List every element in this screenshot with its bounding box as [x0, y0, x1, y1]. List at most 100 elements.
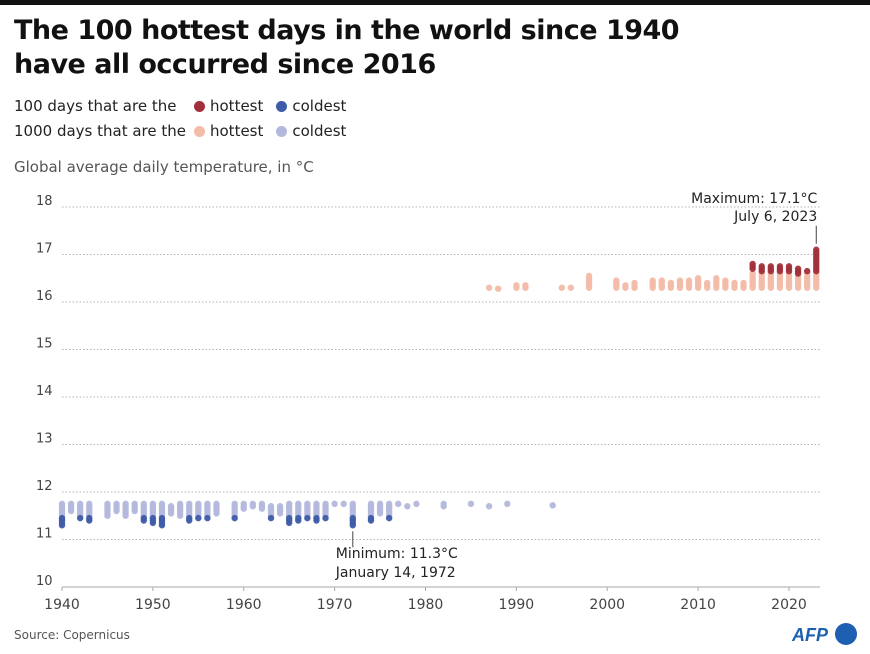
point-coldest-100: [204, 514, 211, 522]
point-hottest-1000: [713, 275, 720, 282]
point-coldest-100: [322, 514, 329, 522]
point-coldest-100: [58, 514, 66, 522]
x-tick-label: 2020: [771, 597, 807, 613]
point-coldest-1000: [167, 503, 175, 510]
point-hottest-1000: [567, 284, 575, 291]
x-tick-label: 1950: [135, 597, 171, 613]
point-hottest-1000: [749, 270, 756, 277]
annotation-min-line2: January 14, 1972: [335, 565, 456, 581]
legend-label: coldest: [292, 97, 347, 115]
point-coldest-100: [231, 514, 238, 522]
point-coldest-100: [349, 514, 356, 522]
point-coldest-100: [267, 514, 275, 522]
point-coldest-1000: [195, 500, 202, 508]
dot-icon: [194, 126, 205, 137]
point-coldest-1000: [349, 500, 356, 508]
title-line-1: The 100 hottest days in the world since …: [14, 15, 680, 46]
point-coldest-1000: [340, 500, 347, 508]
point-coldest-100: [186, 514, 193, 522]
x-tick-label: 1960: [226, 597, 262, 613]
legend-row-label: 1000 days that are the: [14, 122, 186, 140]
point-coldest-1000: [204, 500, 211, 508]
point-coldest-100: [367, 514, 375, 522]
point-coldest-1000: [395, 500, 402, 508]
point-coldest-1000: [276, 503, 284, 510]
point-coldest-1000: [313, 500, 320, 508]
x-tick-label: 1980: [408, 597, 444, 613]
point-coldest-1000: [58, 500, 66, 508]
point-coldest-1000: [176, 500, 184, 508]
y-tick-label: 10: [36, 574, 53, 589]
point-coldest-1000: [413, 500, 420, 508]
point-coldest-1000: [149, 500, 157, 508]
point-coldest-1000: [131, 500, 138, 508]
point-coldest-1000: [367, 500, 375, 508]
annotation-max-line2: July 6, 2023: [733, 209, 817, 225]
point-coldest-1000: [549, 502, 556, 509]
dot-icon: [276, 101, 288, 112]
point-coldest-100: [158, 514, 166, 522]
point-coldest-1000: [122, 500, 129, 508]
point-hottest-1000: [613, 277, 620, 284]
point-coldest-1000: [231, 500, 238, 508]
point-hottest-1000: [722, 277, 729, 284]
x-tick-label: 1940: [44, 597, 80, 613]
point-coldest-1000: [186, 500, 193, 508]
y-tick-label: 11: [36, 527, 53, 542]
top-bar: [0, 0, 870, 5]
point-coldest-100: [385, 514, 393, 522]
point-coldest-100: [295, 514, 302, 522]
point-hottest-1000: [740, 279, 747, 287]
point-coldest-100: [149, 514, 157, 522]
point-hottest-100: [785, 263, 793, 270]
point-coldest-1000: [67, 500, 75, 508]
point-coldest-1000: [213, 500, 220, 508]
point-hottest-1000: [704, 279, 711, 287]
point-hottest-1000: [558, 284, 566, 291]
point-coldest-1000: [104, 500, 111, 508]
y-tick-label: 18: [36, 194, 53, 209]
point-coldest-1000: [113, 500, 120, 508]
legend-label: coldest: [292, 122, 347, 140]
source-note: Source: Copernicus: [14, 628, 130, 642]
point-hottest-1000: [513, 282, 520, 289]
point-hottest-1000: [485, 284, 493, 291]
point-coldest-1000: [258, 500, 266, 508]
legend-cold1000: coldest: [276, 119, 346, 144]
point-hottest-1000: [676, 277, 684, 284]
point-coldest-1000: [322, 500, 329, 508]
point-coldest-1000: [467, 500, 475, 508]
point-coldest-1000: [158, 500, 166, 508]
point-coldest-100: [195, 514, 202, 522]
point-hottest-1000: [522, 282, 529, 289]
y-tick-label: 17: [36, 242, 53, 257]
point-hottest-1000: [731, 279, 738, 287]
annotation-max-line1: Maximum: 17.1°C: [691, 191, 817, 207]
point-coldest-1000: [376, 500, 384, 508]
point-hottest-1000: [631, 279, 638, 287]
point-coldest-1000: [285, 500, 293, 508]
point-coldest-100: [304, 514, 311, 522]
legend-row-100: 100 days that are the hottest coldest: [14, 94, 359, 119]
legend-label: hottest: [210, 97, 264, 115]
y-tick-label: 14: [36, 384, 53, 399]
afp-logo: AFP: [791, 622, 858, 646]
x-tick-label: 2010: [680, 597, 716, 613]
legend-cold100: coldest: [276, 94, 346, 119]
svg-text:AFP: AFP: [792, 625, 829, 645]
point-coldest-100: [76, 514, 84, 522]
point-coldest-1000: [504, 500, 511, 508]
point-hottest-1000: [649, 277, 656, 284]
dot-icon: [194, 101, 205, 112]
point-coldest-1000: [331, 500, 338, 508]
title-line-2: have all occurred since 2016: [14, 49, 436, 80]
x-tick-label: 2000: [589, 597, 625, 613]
point-hottest-1000: [658, 277, 665, 284]
point-coldest-1000: [295, 500, 302, 508]
legend-row-label: 100 days that are the: [14, 97, 177, 115]
point-coldest-1000: [76, 500, 84, 508]
point-hottest-100: [776, 263, 784, 270]
point-hottest-1000: [622, 282, 629, 289]
point-coldest-1000: [485, 503, 493, 510]
